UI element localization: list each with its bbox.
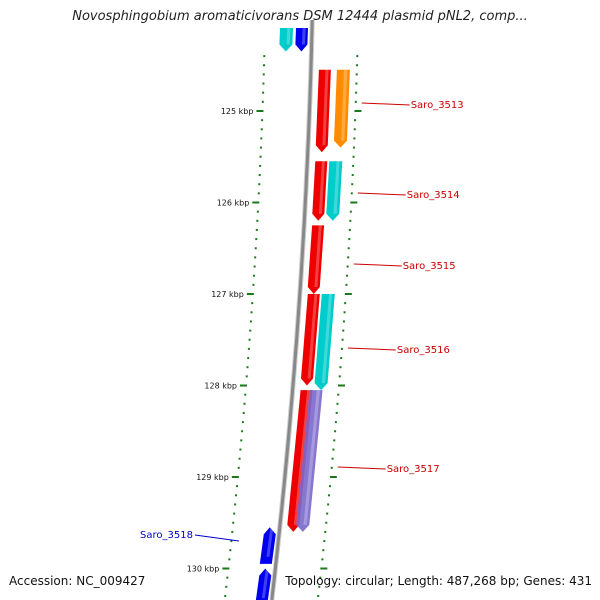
accession-text: Accession: NC_009427 <box>9 574 146 588</box>
gene-saro-3513-orange[interactable] <box>334 69 350 148</box>
gene-highlight <box>318 161 325 214</box>
gene-label-layer: Saro_3513 Saro_3514 Saro_3515 Saro_3516 Saro… <box>140 100 464 542</box>
label-connector-saro-3516 <box>347 347 396 351</box>
label-connector-saro-3515 <box>353 263 402 267</box>
plasmid-title: Novosphingobium aromaticivorans DSM 1244… <box>72 9 528 24</box>
gene-saro-3514-red[interactable] <box>312 161 328 221</box>
gene-label-saro-3517[interactable]: Saro_3517 <box>387 464 440 475</box>
label-connector-saro-3517 <box>337 466 386 470</box>
gene-highlight <box>321 294 333 384</box>
gene-highlight <box>261 568 269 599</box>
gene-saro-3513-red[interactable] <box>315 69 331 153</box>
gene-saro-3516-cyan[interactable] <box>314 294 335 391</box>
gene-saro-3512b-blue[interactable] <box>295 28 308 52</box>
gene-saro-3515-red[interactable] <box>307 225 325 294</box>
tick-label-128: 128 kbp <box>204 382 237 391</box>
gene-highlight <box>314 225 322 287</box>
tick-layer: 125 kbp 126 kbp 127 kbp 128 kbp 129 kbp 130 k… <box>187 55 362 597</box>
gene-saro-3516-red[interactable] <box>301 294 320 386</box>
gene-saro-3517-purple[interactable] <box>296 390 323 532</box>
gene-highlight <box>307 294 318 379</box>
tick-label-130: 130 kbp <box>187 565 220 574</box>
gene-highlight <box>302 28 306 45</box>
gene-saro-3514-cyan[interactable] <box>326 161 343 221</box>
gene-label-saro-3514[interactable]: Saro_3514 <box>407 190 460 201</box>
gene-label-saro-3513[interactable]: Saro_3513 <box>411 100 464 111</box>
gene-highlight <box>322 69 329 146</box>
gene-highlight <box>333 161 340 214</box>
gene-highlight <box>266 527 274 557</box>
gene-highlight <box>293 390 311 525</box>
gene-saro-3512-cyan[interactable] <box>279 28 293 52</box>
gene-highlight <box>286 28 291 45</box>
gene-saro-3519-blue[interactable] <box>255 568 272 600</box>
tick-label-127: 127 kbp <box>211 290 244 299</box>
plasmid-backbone <box>270 19 314 600</box>
gene-label-saro-3516[interactable]: Saro_3516 <box>397 345 450 356</box>
label-connector-saro-3513 <box>361 102 410 106</box>
gene-saro-3518-blue[interactable] <box>259 527 276 564</box>
tick-label-129: 129 kbp <box>196 473 229 482</box>
topology-summary: Topology: circular; Length: 487,268 bp; … <box>285 574 592 588</box>
tick-label-125: 125 kbp <box>221 107 254 116</box>
backbone-layer <box>269 19 315 600</box>
label-connector-saro-3514 <box>357 192 406 196</box>
gene-label-saro-3515[interactable]: Saro_3515 <box>403 261 456 272</box>
gene-highlight <box>341 69 348 141</box>
label-connector-saro-3518 <box>194 534 240 542</box>
gene-label-saro-3518[interactable]: Saro_3518 <box>140 530 193 541</box>
gene-layer <box>255 28 350 600</box>
tick-label-126: 126 kbp <box>217 199 250 208</box>
gene-highlight <box>303 390 320 525</box>
